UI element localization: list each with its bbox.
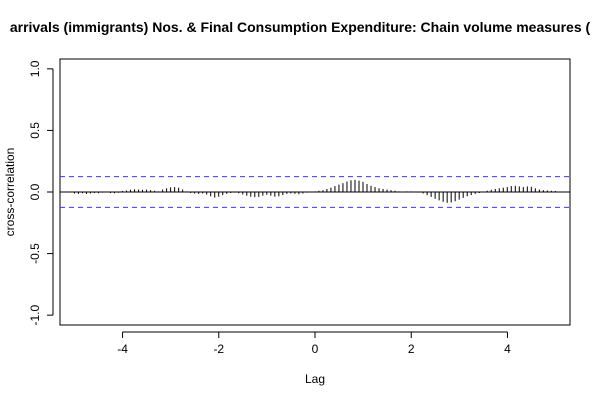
confidence-bounds — [60, 176, 570, 208]
x-tick-label: -4 — [117, 342, 128, 356]
chart-title: arrivals (immigrants) Nos. & Final Consu… — [10, 19, 591, 35]
x-tick-label: 4 — [504, 342, 511, 356]
y-axis-label: cross-correlation — [3, 148, 17, 237]
x-tick-label: 0 — [312, 342, 319, 356]
x-axis-label: Lag — [305, 372, 325, 386]
y-tick-label: 1.0 — [28, 60, 42, 77]
x-tick-label: 2 — [408, 342, 415, 356]
y-tick-label: 0.0 — [28, 183, 42, 200]
x-axis: -4 -2 0 2 4 — [117, 331, 511, 356]
ccf-bars — [73, 179, 556, 203]
y-axis: -1.0 -0.5 0.0 0.5 1.0 — [28, 60, 54, 325]
x-tick-label: -2 — [213, 342, 224, 356]
y-tick-label: -0.5 — [28, 243, 42, 264]
y-tick-label: -1.0 — [28, 304, 42, 325]
y-tick-label: 0.5 — [28, 122, 42, 139]
